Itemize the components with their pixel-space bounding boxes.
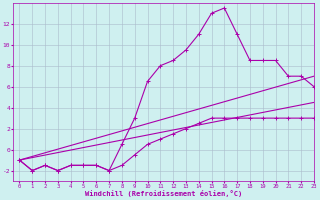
X-axis label: Windchill (Refroidissement éolien,°C): Windchill (Refroidissement éolien,°C)	[85, 190, 242, 197]
